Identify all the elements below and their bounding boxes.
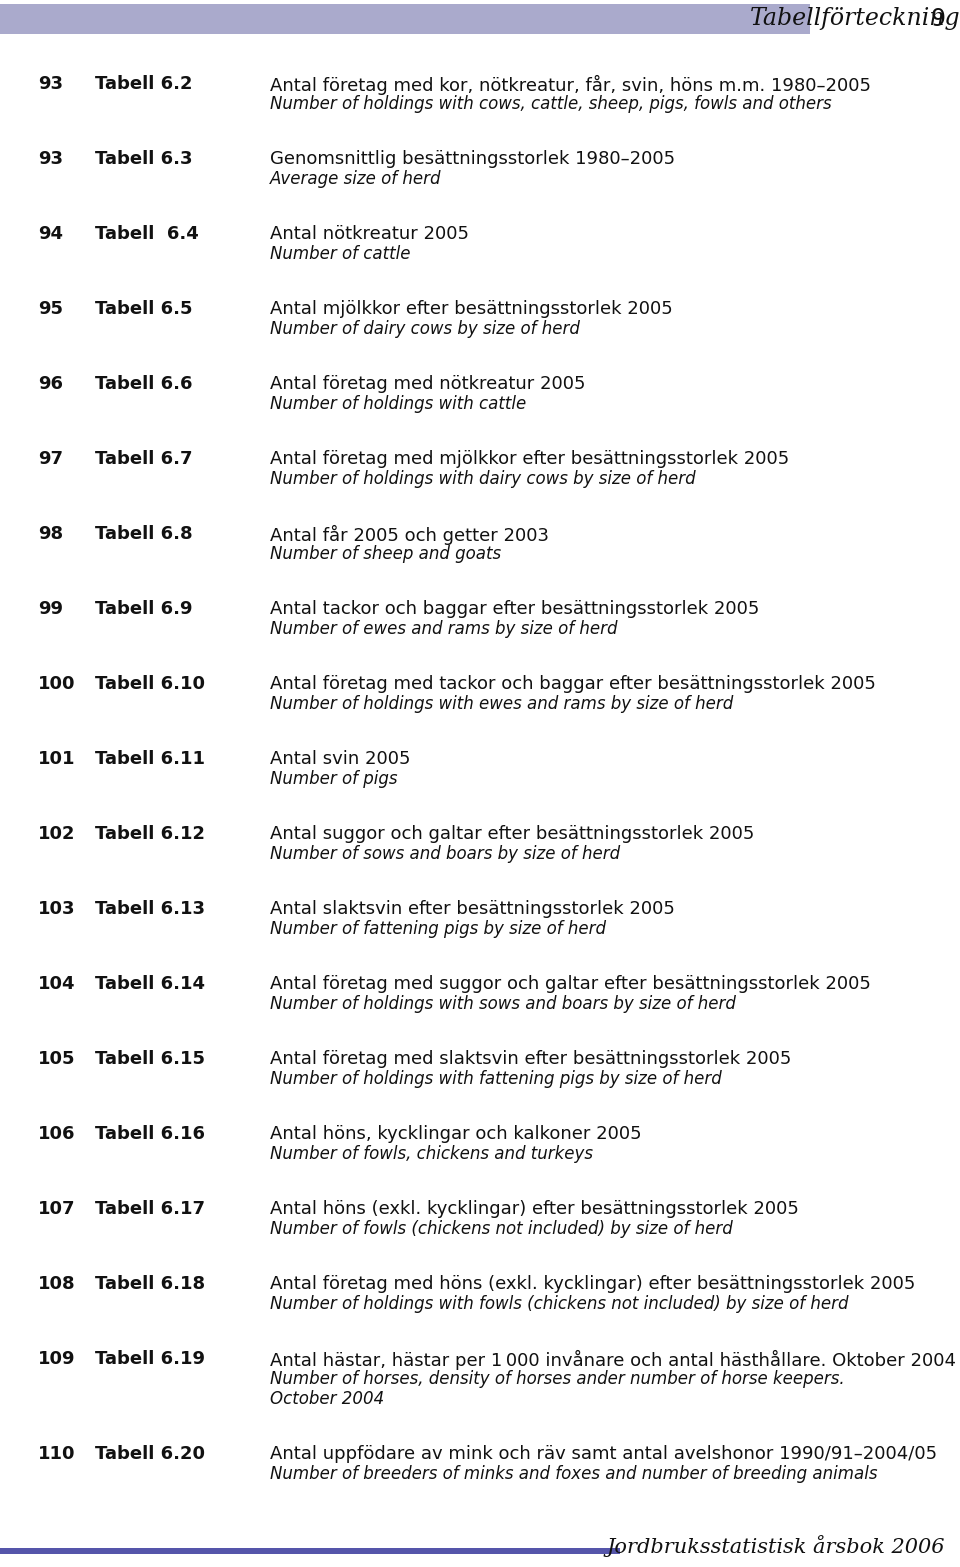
Text: 94: 94 — [38, 226, 63, 243]
Text: Tabell 6.16: Tabell 6.16 — [95, 1125, 205, 1142]
Text: Number of holdings with dairy cows by size of herd: Number of holdings with dairy cows by si… — [270, 470, 696, 487]
Text: Tabell 6.7: Tabell 6.7 — [95, 450, 193, 469]
Text: Tabell 6.18: Tabell 6.18 — [95, 1276, 205, 1293]
Text: Number of horses, density of horses ander number of horse keepers.: Number of horses, density of horses ande… — [270, 1370, 845, 1388]
Text: Tabell 6.13: Tabell 6.13 — [95, 899, 205, 918]
Text: Antal företag med suggor och galtar efter besättningsstorlek 2005: Antal företag med suggor och galtar efte… — [270, 975, 871, 993]
Text: Antal företag med höns (exkl. kycklingar) efter besättningsstorlek 2005: Antal företag med höns (exkl. kycklingar… — [270, 1276, 916, 1293]
Bar — [0, 1548, 620, 1554]
Text: Jordbruksstatistisk årsbok 2006: Jordbruksstatistisk årsbok 2006 — [607, 1536, 945, 1558]
Text: Antal företag med slaktsvin efter besättningsstorlek 2005: Antal företag med slaktsvin efter besätt… — [270, 1050, 791, 1069]
Text: Tabell 6.20: Tabell 6.20 — [95, 1445, 205, 1464]
Text: 108: 108 — [38, 1276, 76, 1293]
Text: October 2004: October 2004 — [270, 1390, 384, 1409]
Text: Antal svin 2005: Antal svin 2005 — [270, 751, 411, 768]
Text: Number of sows and boars by size of herd: Number of sows and boars by size of herd — [270, 845, 620, 863]
Text: Antal företag med mjölkkor efter besättningsstorlek 2005: Antal företag med mjölkkor efter besättn… — [270, 450, 789, 469]
Text: 96: 96 — [38, 375, 63, 393]
Text: 95: 95 — [38, 299, 63, 318]
Text: Antal uppfödare av mink och räv samt antal avelshonor 1990/91–2004/05: Antal uppfödare av mink och räv samt ant… — [270, 1445, 937, 1464]
Text: 93: 93 — [38, 150, 63, 168]
Text: 102: 102 — [38, 824, 76, 843]
Text: 104: 104 — [38, 975, 76, 993]
Text: Tabell 6.11: Tabell 6.11 — [95, 751, 205, 768]
Text: Tabell 6.19: Tabell 6.19 — [95, 1351, 205, 1368]
Text: Antal slaktsvin efter besättningsstorlek 2005: Antal slaktsvin efter besättningsstorlek… — [270, 899, 675, 918]
Text: 107: 107 — [38, 1200, 76, 1218]
Text: Tabell  6.4: Tabell 6.4 — [95, 226, 199, 243]
Text: Antal hästar, hästar per 1 000 invånare och antal hästhållare. Oktober 2004: Antal hästar, hästar per 1 000 invånare … — [270, 1351, 956, 1370]
Text: Tabell 6.12: Tabell 6.12 — [95, 824, 205, 843]
Text: Antal företag med kor, nötkreatur, får, svin, höns m.m. 1980–2005: Antal företag med kor, nötkreatur, får, … — [270, 75, 871, 96]
Text: Antal suggor och galtar efter besättningsstorlek 2005: Antal suggor och galtar efter besättning… — [270, 824, 755, 843]
Text: Number of breeders of minks and foxes and number of breeding animals: Number of breeders of minks and foxes an… — [270, 1465, 877, 1482]
Bar — [0, 5, 810, 34]
Text: Number of holdings with ewes and rams by size of herd: Number of holdings with ewes and rams by… — [270, 696, 733, 713]
Text: Antal tackor och baggar efter besättningsstorlek 2005: Antal tackor och baggar efter besättning… — [270, 600, 759, 617]
Text: Number of pigs: Number of pigs — [270, 769, 397, 788]
Text: Number of holdings with cows, cattle, sheep, pigs, fowls and others: Number of holdings with cows, cattle, sh… — [270, 96, 831, 113]
Text: Number of fattening pigs by size of herd: Number of fattening pigs by size of herd — [270, 920, 606, 939]
Text: Number of holdings with sows and boars by size of herd: Number of holdings with sows and boars b… — [270, 995, 736, 1012]
Text: Number of ewes and rams by size of herd: Number of ewes and rams by size of herd — [270, 621, 617, 638]
Text: Tabell 6.2: Tabell 6.2 — [95, 75, 193, 92]
Text: 9: 9 — [930, 6, 946, 31]
Text: 106: 106 — [38, 1125, 76, 1142]
Text: Tabell 6.8: Tabell 6.8 — [95, 525, 193, 544]
Text: 101: 101 — [38, 751, 76, 768]
Text: Antal företag med nötkreatur 2005: Antal företag med nötkreatur 2005 — [270, 375, 586, 393]
Text: Antal mjölkkor efter besättningsstorlek 2005: Antal mjölkkor efter besättningsstorlek … — [270, 299, 673, 318]
Text: Antal höns (exkl. kycklingar) efter besättningsstorlek 2005: Antal höns (exkl. kycklingar) efter besä… — [270, 1200, 799, 1218]
Text: 105: 105 — [38, 1050, 76, 1069]
Text: 110: 110 — [38, 1445, 76, 1464]
Text: Number of holdings with fattening pigs by size of herd: Number of holdings with fattening pigs b… — [270, 1070, 722, 1087]
Text: Tabell 6.14: Tabell 6.14 — [95, 975, 205, 993]
Text: Genomsnittlig besättningsstorlek 1980–2005: Genomsnittlig besättningsstorlek 1980–20… — [270, 150, 675, 168]
Text: Tabell 6.9: Tabell 6.9 — [95, 600, 193, 617]
Text: Antal får 2005 och getter 2003: Antal får 2005 och getter 2003 — [270, 525, 549, 545]
Text: Average size of herd: Average size of herd — [270, 169, 442, 188]
Text: Tabell 6.17: Tabell 6.17 — [95, 1200, 205, 1218]
Text: Tabellförteckning: Tabellförteckning — [750, 8, 960, 30]
Text: 103: 103 — [38, 899, 76, 918]
Text: Antal höns, kycklingar och kalkoner 2005: Antal höns, kycklingar och kalkoner 2005 — [270, 1125, 641, 1142]
Text: 93: 93 — [38, 75, 63, 92]
Text: Tabell 6.6: Tabell 6.6 — [95, 375, 193, 393]
Text: Antal nötkreatur 2005: Antal nötkreatur 2005 — [270, 226, 469, 243]
Text: Tabell 6.3: Tabell 6.3 — [95, 150, 193, 168]
Text: 97: 97 — [38, 450, 63, 469]
Text: Tabell 6.10: Tabell 6.10 — [95, 675, 205, 693]
Text: Number of cattle: Number of cattle — [270, 244, 411, 263]
Text: Number of sheep and goats: Number of sheep and goats — [270, 545, 501, 563]
Text: Tabell 6.5: Tabell 6.5 — [95, 299, 193, 318]
Text: 99: 99 — [38, 600, 63, 617]
Text: Tabell 6.15: Tabell 6.15 — [95, 1050, 205, 1069]
Text: Number of fowls (chickens not included) by size of herd: Number of fowls (chickens not included) … — [270, 1221, 732, 1238]
Text: Number of dairy cows by size of herd: Number of dairy cows by size of herd — [270, 320, 580, 338]
Text: 98: 98 — [38, 525, 63, 544]
Text: Antal företag med tackor och baggar efter besättningsstorlek 2005: Antal företag med tackor och baggar efte… — [270, 675, 876, 693]
Text: Number of fowls, chickens and turkeys: Number of fowls, chickens and turkeys — [270, 1145, 593, 1163]
Text: 100: 100 — [38, 675, 76, 693]
Text: Number of holdings with fowls (chickens not included) by size of herd: Number of holdings with fowls (chickens … — [270, 1294, 849, 1313]
Text: 109: 109 — [38, 1351, 76, 1368]
Text: Number of holdings with cattle: Number of holdings with cattle — [270, 395, 526, 414]
